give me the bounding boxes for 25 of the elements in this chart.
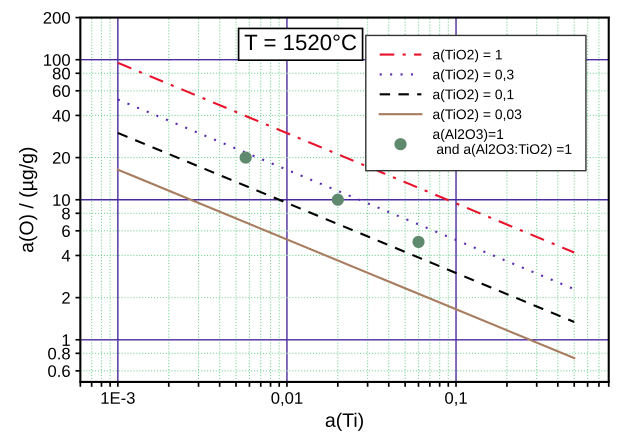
y-tick-label: 40 — [52, 110, 70, 122]
y-tick-label: 200 — [44, 12, 70, 24]
legend-label: a(TiO2) = 0,03 — [433, 109, 522, 122]
y-tick-label: 8 — [62, 208, 70, 220]
legend-label: a(TiO2) = 0,3 — [433, 69, 514, 82]
y-axis-title: a(O) / (µg/g) — [19, 148, 38, 252]
y-tick-label: 1 — [62, 334, 70, 346]
y-tick-label: 10 — [53, 194, 70, 206]
legend-label: a(TiO2) = 0,1 — [433, 89, 514, 102]
annotation: T = 1520°C — [244, 34, 356, 50]
y-tick-label: 2 — [62, 292, 70, 304]
y-tick-label: 6 — [62, 225, 70, 238]
x-tick-label: 0,1 — [445, 392, 467, 406]
x-tick-label: 1E-3 — [102, 392, 135, 404]
legend-label: a(Al2O3)=1 and a(Al2O3:TiO2) =1 — [433, 128, 572, 157]
x-tick-label: 0,01 — [271, 392, 302, 406]
y-tick-label: 0.6 — [48, 365, 70, 378]
y-tick-label: 0.8 — [48, 348, 70, 360]
y-tick-label: 60 — [52, 85, 70, 97]
legend-label: a(TiO2) = 1 — [433, 49, 502, 62]
y-tick-label: 20 — [52, 152, 70, 164]
y-tick-label: 80 — [52, 68, 70, 80]
x-axis-title: a(Ti) — [326, 412, 363, 431]
y-tick-label: 4 — [62, 250, 70, 262]
y-tick-label: 100 — [44, 54, 70, 66]
